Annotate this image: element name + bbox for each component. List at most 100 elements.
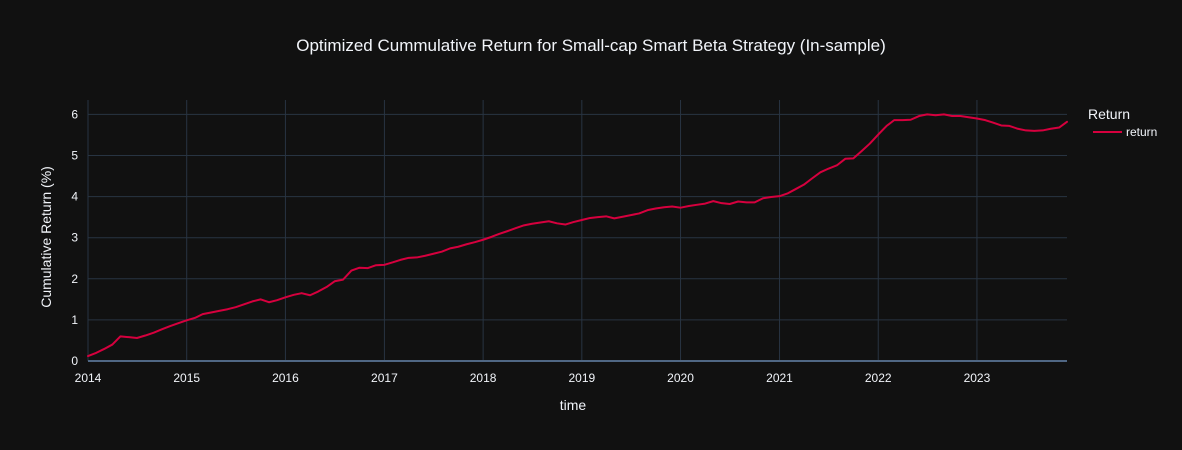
data-point-2021-07-01[interactable]: [827, 168, 829, 170]
data-point-2020-06-01[interactable]: [721, 202, 723, 204]
data-point-2021-08-01[interactable]: [836, 164, 838, 166]
data-point-2015-10-01[interactable]: [260, 298, 262, 300]
data-point-2016-08-01[interactable]: [342, 279, 344, 281]
data-point-2017-11-01[interactable]: [466, 243, 468, 245]
data-point-2014-04-01[interactable]: [111, 344, 113, 346]
data-point-2022-02-01[interactable]: [886, 125, 888, 127]
data-point-2021-10-01[interactable]: [852, 157, 854, 159]
data-point-2017-05-01[interactable]: [416, 256, 418, 258]
data-point-2020-09-01[interactable]: [746, 201, 748, 203]
data-point-2023-10-01[interactable]: [1050, 128, 1052, 130]
data-point-2017-09-01[interactable]: [449, 247, 451, 249]
data-point-2020-10-01[interactable]: [754, 201, 756, 203]
data-point-2019-06-01[interactable]: [622, 216, 624, 218]
data-point-2019-10-01[interactable]: [655, 208, 657, 210]
data-point-2014-10-01[interactable]: [161, 328, 163, 330]
data-point-2022-04-01[interactable]: [902, 119, 904, 121]
data-point-2015-02-01[interactable]: [194, 317, 196, 319]
data-point-2023-11-01[interactable]: [1058, 127, 1060, 129]
data-point-2014-03-01[interactable]: [103, 348, 105, 350]
data-point-2021-11-01[interactable]: [861, 150, 863, 152]
data-point-2018-09-01[interactable]: [548, 220, 550, 222]
data-point-2016-10-01[interactable]: [359, 267, 361, 269]
data-point-2023-02-01[interactable]: [984, 119, 986, 121]
data-point-2020-12-01[interactable]: [770, 196, 772, 198]
data-point-2018-07-01[interactable]: [531, 223, 533, 225]
data-point-2019-05-01[interactable]: [613, 217, 615, 219]
data-point-2014-05-01[interactable]: [119, 335, 121, 337]
legend[interactable]: Return return: [1088, 106, 1157, 139]
data-point-2015-12-01[interactable]: [276, 299, 278, 301]
data-point-2021-01-01[interactable]: [779, 195, 781, 197]
data-point-2023-04-01[interactable]: [1000, 124, 1002, 126]
data-point-2018-10-01[interactable]: [556, 222, 558, 224]
data-point-2022-03-01[interactable]: [893, 119, 895, 121]
data-point-2019-09-01[interactable]: [647, 209, 649, 211]
data-point-2019-11-01[interactable]: [663, 206, 665, 208]
data-point-2014-08-01[interactable]: [144, 335, 146, 337]
data-point-2022-10-01[interactable]: [951, 115, 953, 117]
data-point-2014-01-01[interactable]: [87, 355, 89, 357]
data-point-2022-06-01[interactable]: [918, 115, 920, 117]
data-point-2023-09-01[interactable]: [1042, 129, 1044, 131]
data-point-2015-06-01[interactable]: [227, 308, 229, 310]
data-point-2023-03-01[interactable]: [992, 122, 994, 124]
data-point-2018-12-01[interactable]: [572, 221, 574, 223]
data-point-2014-09-01[interactable]: [153, 332, 155, 334]
data-point-2015-05-01[interactable]: [218, 310, 220, 312]
data-point-2017-01-01[interactable]: [383, 264, 385, 266]
data-point-2014-12-01[interactable]: [177, 322, 179, 324]
data-point-2020-03-01[interactable]: [696, 204, 698, 206]
data-point-2019-04-01[interactable]: [605, 215, 607, 217]
data-point-2015-03-01[interactable]: [202, 313, 204, 315]
data-point-2015-11-01[interactable]: [268, 301, 270, 303]
data-point-2018-02-01[interactable]: [491, 236, 493, 238]
data-point-2016-11-01[interactable]: [367, 267, 369, 269]
data-point-2018-03-01[interactable]: [498, 233, 500, 235]
data-point-2016-01-01[interactable]: [284, 296, 286, 298]
data-point-2014-02-01[interactable]: [95, 352, 97, 354]
data-point-2016-02-01[interactable]: [293, 294, 295, 296]
data-point-2017-07-01[interactable]: [432, 253, 434, 255]
data-point-2018-06-01[interactable]: [523, 224, 525, 226]
data-point-2020-08-01[interactable]: [737, 201, 739, 203]
data-point-2018-08-01[interactable]: [539, 221, 541, 223]
data-point-2017-04-01[interactable]: [408, 257, 410, 259]
data-point-2022-07-01[interactable]: [926, 113, 928, 115]
data-point-2020-01-01[interactable]: [680, 207, 682, 209]
data-point-2020-05-01[interactable]: [712, 200, 714, 202]
data-point-2022-11-01[interactable]: [959, 115, 961, 117]
data-point-2016-07-01[interactable]: [334, 280, 336, 282]
data-point-2018-05-01[interactable]: [515, 227, 517, 229]
data-point-2014-11-01[interactable]: [169, 325, 171, 327]
data-point-2018-11-01[interactable]: [564, 224, 566, 226]
data-point-2021-02-01[interactable]: [787, 192, 789, 194]
data-point-2019-03-01[interactable]: [597, 216, 599, 218]
data-point-2016-05-01[interactable]: [317, 291, 319, 293]
data-point-2015-04-01[interactable]: [210, 312, 212, 314]
data-point-2021-03-01[interactable]: [794, 188, 796, 190]
data-point-2017-02-01[interactable]: [392, 261, 394, 263]
data-point-2017-03-01[interactable]: [399, 259, 401, 261]
data-point-2018-04-01[interactable]: [506, 230, 508, 232]
data-point-2020-07-01[interactable]: [729, 203, 731, 205]
data-point-2017-12-01[interactable]: [474, 241, 476, 243]
data-point-2019-08-01[interactable]: [638, 212, 640, 214]
data-point-2020-11-01[interactable]: [762, 197, 764, 199]
data-point-2022-05-01[interactable]: [910, 119, 912, 121]
data-point-2023-01-01[interactable]: [976, 118, 978, 120]
data-point-2021-06-01[interactable]: [819, 171, 821, 173]
data-point-2019-01-01[interactable]: [581, 219, 583, 221]
data-point-2015-09-01[interactable]: [251, 300, 253, 302]
data-point-2023-06-01[interactable]: [1017, 128, 1019, 130]
data-point-2014-06-01[interactable]: [128, 336, 130, 338]
legend-label-return[interactable]: return: [1126, 125, 1157, 139]
data-point-2016-09-01[interactable]: [350, 270, 352, 272]
data-point-2017-08-01[interactable]: [441, 251, 443, 253]
series-line-return[interactable]: [87, 113, 1068, 358]
data-point-2020-02-01[interactable]: [688, 205, 690, 207]
data-point-2021-05-01[interactable]: [811, 178, 813, 180]
data-point-2014-07-01[interactable]: [136, 337, 138, 339]
data-point-2021-04-01[interactable]: [803, 184, 805, 186]
data-point-2021-09-01[interactable]: [844, 158, 846, 160]
